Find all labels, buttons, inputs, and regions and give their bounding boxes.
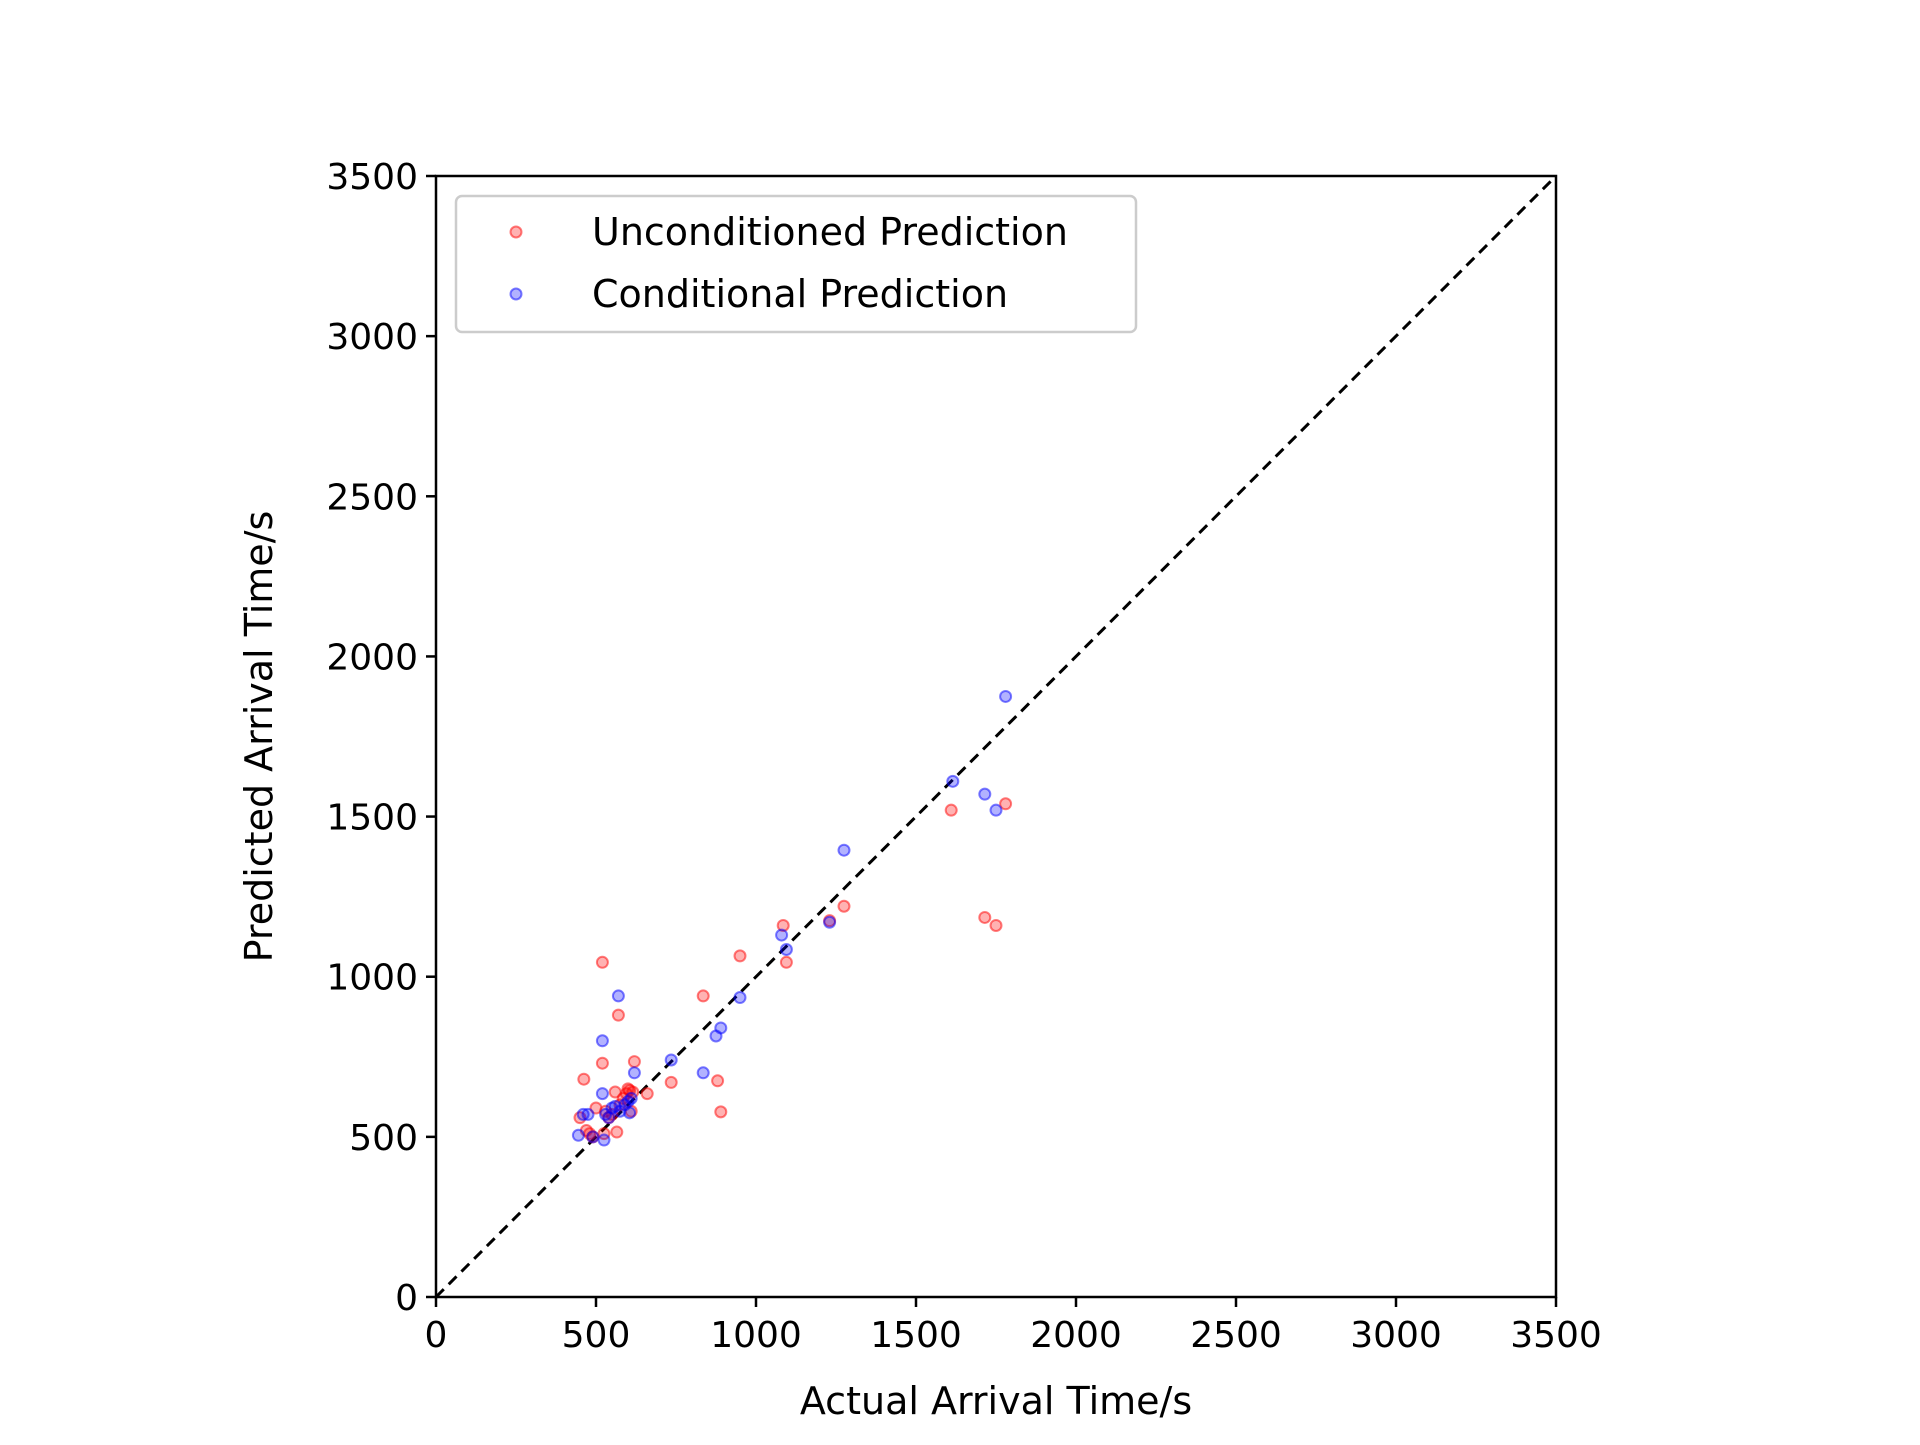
x-axis: 0 500 1000 1500 2000 2500 3000 3500 <box>425 1297 1602 1356</box>
data-point <box>733 991 747 1005</box>
data-point <box>627 1055 641 1069</box>
data-point <box>586 1130 600 1144</box>
data-point <box>714 1021 728 1035</box>
data-point <box>989 918 1003 932</box>
data-point <box>595 1034 609 1048</box>
data-point <box>623 1106 637 1120</box>
series-0 <box>573 797 1013 1144</box>
x-tick-label: 1000 <box>710 1315 802 1356</box>
legend-label-unconditioned: Unconditioned Prediction <box>592 210 1068 254</box>
data-point <box>999 689 1013 703</box>
y-tick-label: 2000 <box>326 637 418 678</box>
data-point <box>664 1053 678 1067</box>
data-point <box>946 774 960 788</box>
data-point <box>776 918 790 932</box>
x-tick-label: 1500 <box>870 1315 962 1356</box>
legend-marker-unconditioned <box>509 225 523 239</box>
data-point <box>733 949 747 963</box>
data-point <box>581 1107 595 1121</box>
data-point <box>664 1075 678 1089</box>
x-tick-label: 2500 <box>1190 1315 1282 1356</box>
data-point <box>627 1066 641 1080</box>
data-point <box>714 1105 728 1119</box>
x-tick-label: 0 <box>425 1315 448 1356</box>
data-point <box>611 1008 625 1022</box>
data-point <box>775 928 789 942</box>
data-point <box>696 989 710 1003</box>
data-point <box>837 899 851 913</box>
y-axis-label: Predicted Arrival Time/s <box>237 511 281 963</box>
x-tick-label: 3000 <box>1350 1315 1442 1356</box>
y-tick-label: 500 <box>349 1118 418 1159</box>
y-tick-label: 1000 <box>326 958 418 999</box>
x-tick-label: 500 <box>562 1315 631 1356</box>
identity-reference-line <box>434 174 1558 1299</box>
data-point <box>571 1128 585 1142</box>
y-axis: 0 500 1000 1500 2000 2500 3000 3500 <box>326 157 436 1319</box>
data-point <box>696 1066 710 1080</box>
legend-marker-conditional <box>509 287 523 301</box>
data-point <box>595 955 609 969</box>
y-tick-label: 0 <box>395 1278 418 1319</box>
series-layer <box>571 689 1013 1147</box>
y-tick-label: 3000 <box>326 317 418 358</box>
legend-label-conditional: Conditional Prediction <box>592 272 1008 316</box>
data-point <box>944 803 958 817</box>
data-point <box>595 1087 609 1101</box>
data-point <box>611 989 625 1003</box>
data-point <box>779 942 793 956</box>
x-tick-label: 3500 <box>1510 1315 1602 1356</box>
x-axis-label: Actual Arrival Time/s <box>800 1379 1192 1423</box>
legend: Unconditioned Prediction Conditional Pre… <box>454 194 1138 334</box>
data-point <box>711 1074 725 1088</box>
series-1 <box>571 689 1013 1147</box>
y-tick-label: 3500 <box>326 157 418 198</box>
data-point <box>779 955 793 969</box>
x-tick-label: 2000 <box>1030 1315 1122 1356</box>
data-point <box>610 1125 624 1139</box>
plot-frame <box>434 174 1558 1299</box>
data-point <box>597 1133 611 1147</box>
y-tick-label: 2500 <box>326 477 418 518</box>
data-point <box>640 1087 654 1101</box>
data-point <box>837 843 851 857</box>
data-point <box>823 915 837 929</box>
data-point <box>595 1056 609 1070</box>
data-point <box>978 910 992 924</box>
data-point <box>577 1072 591 1086</box>
y-tick-label: 1500 <box>326 798 418 839</box>
legend-box <box>454 194 1138 334</box>
data-point <box>624 1091 638 1105</box>
data-point <box>999 797 1013 811</box>
data-point <box>989 803 1003 817</box>
data-point <box>978 787 992 801</box>
